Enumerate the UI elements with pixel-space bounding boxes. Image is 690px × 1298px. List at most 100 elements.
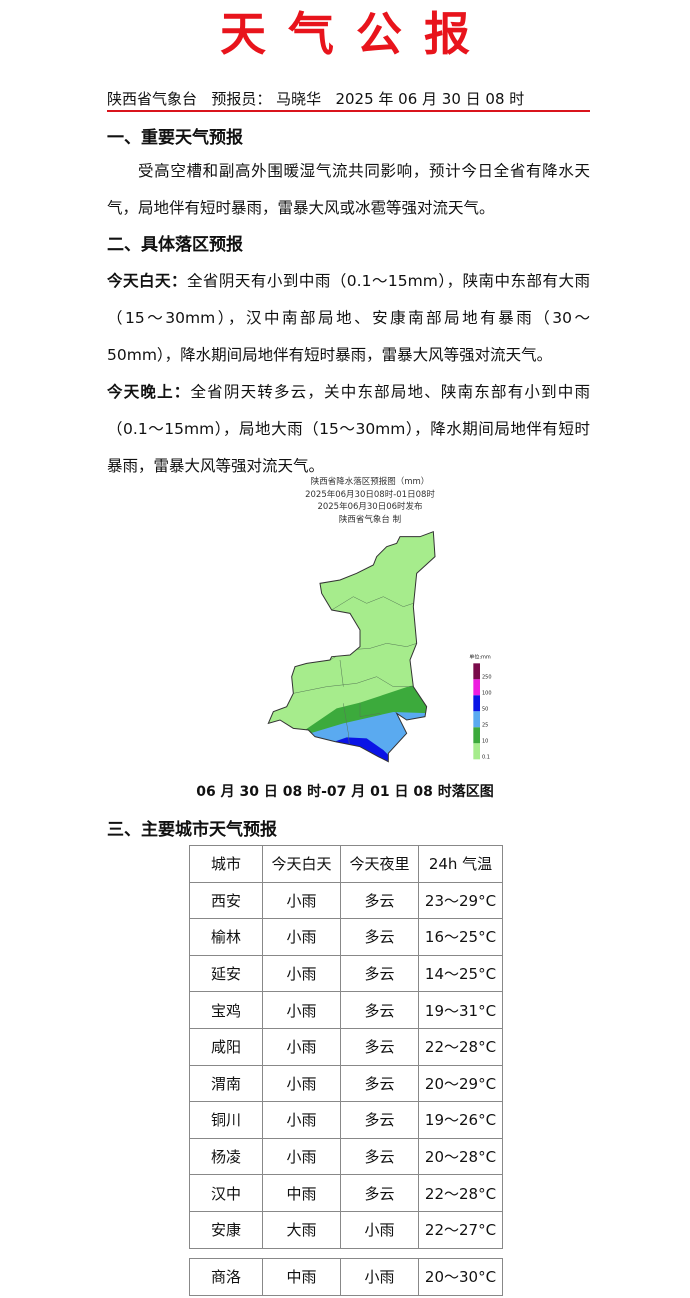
table-cell: 小雨 [262,1064,341,1103]
table-cell: 小雨 [340,1258,419,1296]
table-cell: 小雨 [262,954,341,993]
table-cell: 多云 [340,991,419,1029]
legend-swatch [473,679,480,696]
table-cell: 杨凌 [189,1137,263,1176]
table-cell: 铜川 [189,1101,263,1139]
table-row: 杨凌 小雨 多云 20～28°C [189,1137,503,1176]
table-cell: 22～27°C [418,1210,503,1249]
bulletin-title: 天气公报 [220,7,492,61]
table-cell: 多云 [340,918,419,956]
forecaster-label: 预报员： [211,90,272,108]
city-forecast-table: 城市 今天白天 今天夜里 24h 气温 西安 小雨 多云 23～29°C 榆林 小雨 多云 16～25… [189,845,503,1249]
table-cell: 中雨 [262,1174,341,1212]
table-cell: 咸阳 [189,1027,263,1066]
table-row: 汉中 中雨 多云 22～28°C [189,1174,503,1212]
table-header-row: 城市 今天白天 今天夜里 24h 气温 [189,845,503,883]
table-cell: 20～28°C [418,1137,503,1176]
table-cell: 20～29°C [418,1064,503,1103]
table-cell: 小雨 [262,1137,341,1176]
map-period: 2025年06月30日08时-01日08时 [305,489,435,500]
legend-swatch [473,663,480,680]
legend-swatch [473,695,480,712]
table-cell: 24h 气温 [418,845,503,883]
table-cell: 多云 [340,1137,419,1176]
section-1-text: 受高空槽和副高外围暖湿气流共同影响，预计今日全省有降水天气，局地伴有短时暴雨，雷… [107,162,590,217]
table-cell: 小雨 [262,1101,341,1139]
table-row: 商洛 中雨 小雨 20～30°C [189,1258,503,1296]
table-cell: 城市 [189,845,263,883]
district-border [339,659,344,687]
legend-label: 100 [482,691,492,697]
table-row: 安康 大雨 小雨 22～27°C [189,1210,503,1249]
day-text: 全省阴天有小到中雨（0.1～15mm），陕南中东部有大雨（15～30mm），汉中… [107,272,590,364]
night-forecast: 今天晚上：全省阴天转多云，关中东部局地、陕南东部有小到中雨（0.1～15mm），… [107,374,590,485]
table-cell: 延安 [189,954,263,993]
table-cell: 14～25°C [418,954,503,993]
table-cell: 今天夜里 [340,845,419,883]
table-cell: 汉中 [189,1174,263,1212]
org: 陕西省气象台 [107,90,198,108]
day-forecast: 今天白天：全省阴天有小到中雨（0.1～15mm），陕南中东部有大雨（15～30m… [107,263,590,374]
table-cell: 中雨 [262,1258,341,1296]
district-border [359,702,381,717]
legend-label: 50 [482,707,488,713]
table-row: 榆林 小雨 多云 16～25°C [189,918,503,956]
legend-swatch [473,743,480,760]
table-cell: 小雨 [262,881,341,920]
table-cell: 渭南 [189,1064,263,1103]
table-cell: 榆林 [189,918,263,956]
forecaster: 马晓华 [276,90,322,108]
legend-label: 0.1 [482,755,490,761]
bulletin-meta: 陕西省气象台 预报员： 马晓华 2025 年 06 月 30 日 08 时 [107,88,590,112]
night-label: 今天晚上： [107,383,191,401]
table-cell: 23～29°C [418,881,503,920]
issue-datetime: 2025 年 06 月 30 日 08 时 [335,90,525,108]
legend-label: 250 [482,675,492,681]
table-cell: 多云 [340,1027,419,1066]
table-cell: 20～30°C [418,1258,503,1296]
legend-label: 25 [482,723,488,729]
night-text: 全省阴天转多云，关中东部局地、陕南东部有小到中雨（0.1～15mm），局地大雨（… [107,383,590,475]
day-label: 今天白天： [107,272,187,290]
legend-label: 10 [482,739,488,745]
precipitation-map: 单位:mm 250 100 50 25 10 0.1 [267,531,492,763]
section-heading-3: 三、主要城市天气预报 [107,820,277,840]
section-heading-1: 一、重要天气预报 [107,128,243,148]
map-producer: 陕西省气象台 制 [338,514,402,525]
map-header: 陕西省降水落区预报图（mm） 2025年06月30日08时-01日08时 202… [240,476,500,526]
section-heading-2: 二、具体落区预报 [107,235,243,255]
map-title: 陕西省降水落区预报图（mm） [310,477,430,487]
table-cell: 今天白天 [262,845,341,883]
table-cell: 商洛 [189,1258,263,1296]
district-border [293,676,414,694]
table-row: 咸阳 小雨 多云 22～28°C [189,1027,503,1066]
table-cell: 19～26°C [418,1101,503,1139]
table-cell: 小雨 [340,1210,419,1249]
table-row: 铜川 小雨 多云 19～26°C [189,1101,503,1139]
table-row: 延安 小雨 多云 14～25°C [189,954,503,993]
table-row: 西安 小雨 多云 23～29°C [189,881,503,920]
table-cell: 22～28°C [418,1174,503,1212]
map-issued: 2025年06月30日06时发布 [317,502,423,512]
table-cell: 宝鸡 [189,991,263,1029]
table-cell: 小雨 [262,991,341,1029]
city-forecast-table-continued: 商洛 中雨 小雨 20～30°C [189,1258,503,1296]
map-caption: 06 月 30 日 08 时-07 月 01 日 08 时落区图 [196,784,494,800]
table-cell: 多云 [340,1174,419,1212]
table-row: 渭南 小雨 多云 20～29°C [189,1064,503,1103]
table-cell: 16～25°C [418,918,503,956]
table-cell: 多云 [340,1064,419,1103]
table-cell: 多云 [340,1101,419,1139]
table-row: 宝鸡 小雨 多云 19～31°C [189,991,503,1029]
map-legend: 250 100 50 25 10 0.1 [473,663,492,761]
table-cell: 多云 [340,954,419,993]
legend-unit: 单位:mm [469,653,491,660]
legend-swatch [473,727,480,744]
table-cell: 小雨 [262,1027,341,1066]
table-cell: 西安 [189,881,263,920]
legend-swatch [473,711,480,728]
table-cell: 19～31°C [418,991,503,1029]
table-cell: 22～28°C [418,1027,503,1066]
table-cell: 小雨 [262,918,341,956]
district-border [331,596,414,611]
